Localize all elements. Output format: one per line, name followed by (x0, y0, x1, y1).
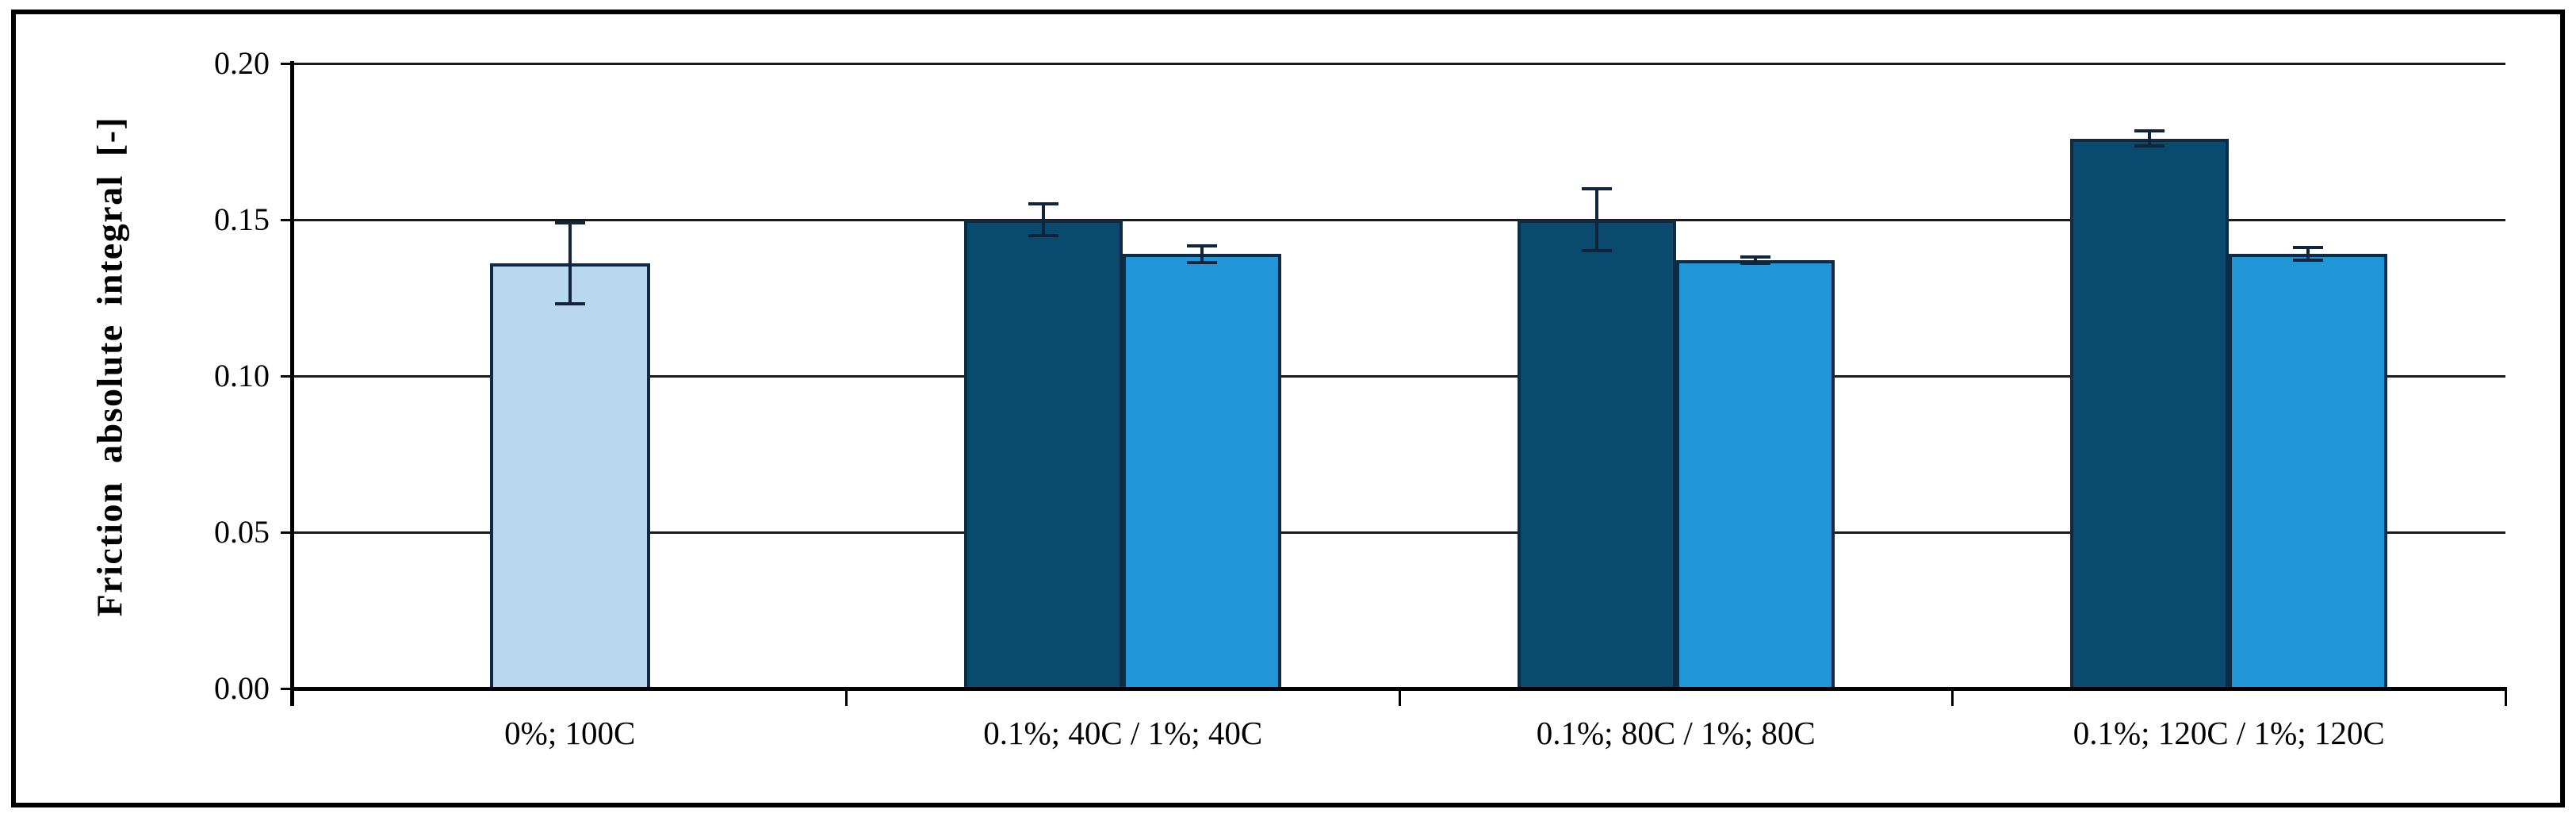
x-category-label: 0%; 100C (504, 715, 636, 751)
error-bar-cap-bottom (1740, 262, 1770, 266)
x-category-label: 0.1%; 40C / 1%; 40C (983, 715, 1263, 751)
error-bar-cap-top (1187, 244, 1218, 248)
error-bar-cap-bottom (2293, 259, 2324, 263)
error-bar (1753, 257, 1757, 264)
y-tick-label: 0.15 (214, 201, 270, 237)
error-bar-cap-top (2134, 128, 2165, 132)
error-bar (1042, 204, 1046, 236)
error-bar-cap-top (1581, 186, 1612, 190)
gridline (293, 218, 2505, 221)
bar-dark-blue-bars (1517, 220, 1676, 690)
y-axis-tick (281, 531, 293, 534)
figure-border (11, 10, 2565, 807)
x-axis-tick (1398, 689, 1401, 706)
y-axis-title: Friction absolute integral [-] (89, 116, 130, 617)
y-tick-label: 0.00 (214, 670, 270, 706)
error-bar (2148, 130, 2152, 147)
x-axis-tick (2504, 689, 2507, 706)
error-bar-cap-bottom (1028, 233, 1059, 237)
x-axis-tick (1951, 689, 1954, 706)
error-bar-cap-bottom (554, 302, 585, 306)
gridline (293, 62, 2505, 65)
y-tick-label: 0.20 (214, 45, 270, 81)
y-axis-tick (281, 374, 293, 378)
bar-dark-blue-bars (964, 220, 1123, 690)
error-bar (568, 222, 572, 305)
y-axis-tick (281, 687, 293, 690)
bar-light-blue-bars (2229, 254, 2388, 690)
error-bar-cap-top (1740, 255, 1770, 259)
x-category-label: 0.1%; 80C / 1%; 80C (1536, 715, 1816, 751)
error-bar (2306, 247, 2310, 261)
bar-light-blue-bars (1675, 260, 1835, 690)
error-bar-cap-top (554, 221, 585, 224)
y-tick-label: 0.10 (214, 358, 270, 393)
error-bar-cap-bottom (2134, 144, 2165, 148)
y-axis-tick (281, 218, 293, 221)
error-bar-cap-bottom (1581, 249, 1612, 253)
error-bar-cap-top (1028, 202, 1059, 206)
y-axis-line (290, 61, 294, 706)
bar-light-blue-bars (1123, 254, 1282, 690)
bar-dark-blue-bars (2070, 138, 2230, 690)
error-bar (1594, 188, 1598, 251)
gridline (293, 374, 2505, 378)
gridline (293, 531, 2505, 534)
y-tick-label: 0.05 (214, 514, 270, 550)
x-category-label: 0.1%; 120C / 1%; 120C (2073, 715, 2385, 751)
error-bar (1200, 246, 1204, 263)
bar-pale-blue-reference-bar (489, 263, 650, 690)
y-axis-tick (281, 62, 293, 65)
error-bar-cap-top (2293, 246, 2324, 250)
x-axis-line (290, 687, 2507, 691)
error-bar-cap-bottom (1187, 260, 1218, 264)
x-axis-tick (845, 689, 848, 706)
